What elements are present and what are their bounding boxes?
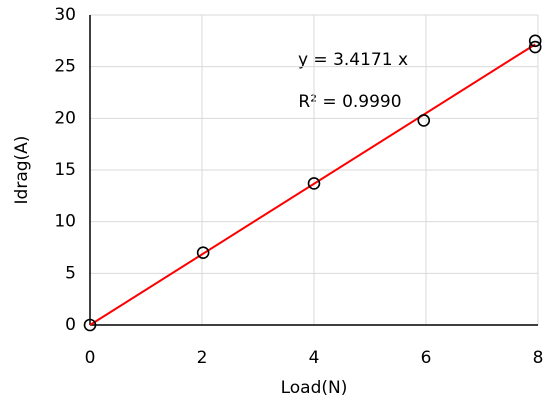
y-axis-label: Idrag(A) — [12, 136, 32, 205]
x-tick-label: 0 — [85, 348, 96, 368]
point — [528, 34, 542, 48]
point — [196, 246, 210, 259]
y-tick-label: 30 — [54, 5, 76, 25]
y-tick-label: 20 — [54, 108, 76, 128]
y-tick-label: 0 — [65, 315, 76, 335]
r-squared: R² = 0.9990 — [298, 92, 401, 112]
x-tick-label: 4 — [309, 348, 320, 368]
equation: y = 3.4171 x — [298, 50, 408, 70]
y-tick-label: 10 — [54, 212, 76, 232]
y-tick-label: 25 — [54, 57, 76, 77]
x-tick-label: 6 — [421, 348, 432, 368]
x-tick-label: 2 — [197, 348, 208, 368]
x-tick-label: 8 — [533, 348, 544, 368]
point — [307, 177, 321, 190]
x-axis-label: Load(N) — [281, 378, 348, 398]
y-tick-label: 5 — [65, 263, 76, 283]
trendline — [89, 43, 536, 326]
y-tick-label: 15 — [54, 160, 76, 180]
point — [417, 114, 431, 127]
point — [528, 40, 542, 54]
point — [83, 318, 97, 332]
